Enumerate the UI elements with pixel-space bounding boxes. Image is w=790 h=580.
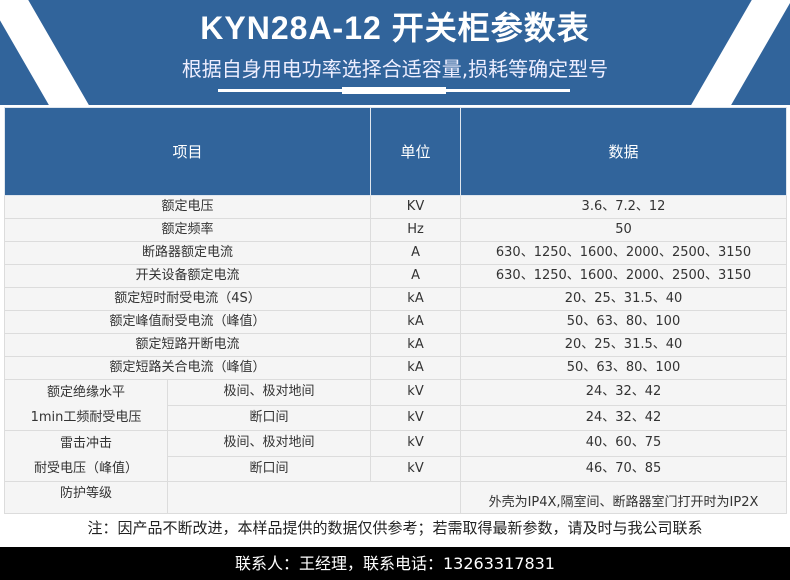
item: 额定短路开断电流 <box>3 333 372 357</box>
table-row: 额定短时耐受电流（4S） kA 20、25、31.5、40 <box>3 287 787 311</box>
table-row: 额定短路开断电流 kA 20、25、31.5、40 <box>3 333 787 357</box>
table-row: 额定频率 Hz 50 <box>3 218 787 242</box>
col-header-data: 数据 <box>460 107 787 196</box>
item: 额定电压 <box>3 195 372 219</box>
item: 防护等级 <box>4 481 168 514</box>
contact-footer: 联系人：王经理，联系电话：13263317831 <box>0 547 790 580</box>
unit: A <box>370 264 462 288</box>
item: 额定短路关合电流（峰值） <box>3 356 372 380</box>
page-subtitle: 根据自身用电功率选择合适容量,损耗等确定型号 <box>181 57 609 81</box>
value: 3.6、7.2、12 <box>460 195 787 219</box>
item: 开关设备额定电流 <box>3 264 372 288</box>
sub-item: 断口间 <box>166 404 372 431</box>
unit: kV <box>370 430 462 457</box>
item: 额定峰值耐受电流（峰值） <box>3 310 372 334</box>
sub-item: 极间、极对地间 <box>166 379 372 406</box>
page-title: KYN28A-12 开关柜参数表 <box>200 10 590 46</box>
unit: kV <box>370 379 462 406</box>
value: 24、32、42 <box>460 404 787 431</box>
unit: kA <box>370 333 462 357</box>
item: 额定短时耐受电流（4S） <box>3 287 372 311</box>
value: 20、25、31.5、40 <box>460 333 787 357</box>
unit: kV <box>370 455 462 482</box>
table-row: 断路器额定电流 A 630、1250、1600、2000、2500、3150 <box>3 241 787 265</box>
group-label: 额定绝缘水平 1min工频耐受电压 <box>4 379 168 431</box>
table-row: 断口间 kV 24、32、42 <box>5 404 787 431</box>
params-table: 项目 单位 数据 额定电压 KV 3.6、7.2、12 额定频率 Hz 50 断路器额定电流… <box>3 107 787 514</box>
col-header-unit: 单位 <box>370 107 462 196</box>
item: 断路器额定电流 <box>3 241 372 265</box>
sub-item: 断口间 <box>166 455 372 482</box>
table-row: 额定短路关合电流（峰值） kA 50、63、80、100 <box>3 356 787 380</box>
value: 20、25、31.5、40 <box>460 287 787 311</box>
empty-cell <box>166 481 462 514</box>
table-row: 雷击冲击 耐受电压（峰值） 极间、极对地间 kV 40、60、75 <box>4 430 787 482</box>
value: 50 <box>460 218 787 242</box>
table-row: 开关设备额定电流 A 630、1250、1600、2000、2500、3150 <box>3 264 787 288</box>
table-header: 项目 单位 数据 <box>3 107 787 196</box>
item: 额定频率 <box>3 218 372 242</box>
unit: Hz <box>370 218 462 242</box>
disclaimer-note: 注：因产品不断改进，本样品提供的数据仅供参考；若需取得最新参数，请及时与我公司联… <box>87 519 703 537</box>
unit: kA <box>370 356 462 380</box>
table-row: 额定峰值耐受电流（峰值） kA 50、63、80、100 <box>3 310 787 334</box>
unit: KV <box>370 195 462 219</box>
header-banner: KYN28A-12 开关柜参数表 根据自身用电功率选择合适容量,损耗等确定型号 <box>0 0 790 105</box>
table-row: 额定绝缘水平 1min工频耐受电压 极间、极对地间 kV 24、32、42 <box>4 379 787 431</box>
group-label: 雷击冲击 耐受电压（峰值） <box>4 430 168 482</box>
value: 24、32、42 <box>460 379 787 406</box>
unit: kV <box>370 404 462 431</box>
unit: kA <box>370 310 462 334</box>
value: 630、1250、1600、2000、2500、3150 <box>460 264 787 288</box>
value: 50、63、80、100 <box>460 310 787 334</box>
col-header-item: 项目 <box>3 107 372 196</box>
value: 40、60、75 <box>460 430 787 457</box>
unit: kA <box>370 287 462 311</box>
value: 50、63、80、100 <box>460 356 787 380</box>
value: 630、1250、1600、2000、2500、3150 <box>460 241 787 265</box>
sub-item: 极间、极对地间 <box>166 430 372 457</box>
table-row: 防护等级 外壳为IP4X,隔室间、断路器室门打开时为IP2X <box>4 481 787 514</box>
table-row: 断口间 kV 46、70、85 <box>5 455 787 482</box>
value: 外壳为IP4X,隔室间、断路器室门打开时为IP2X <box>460 481 787 514</box>
divider-accent <box>342 87 446 94</box>
value: 46、70、85 <box>460 455 787 482</box>
unit: A <box>370 241 462 265</box>
table-row: 额定电压 KV 3.6、7.2、12 <box>3 195 787 219</box>
